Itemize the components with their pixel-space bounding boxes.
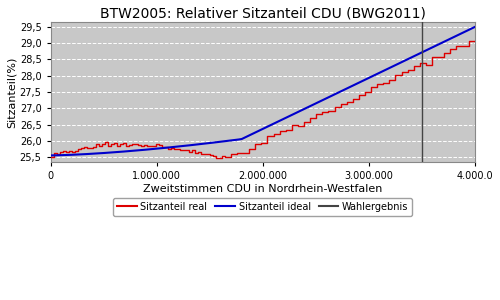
- X-axis label: Zweitstimmen CDU in Nordrhein-Westfalen: Zweitstimmen CDU in Nordrhein-Westfalen: [143, 184, 382, 194]
- Title: BTW2005: Relativer Sitzanteil CDU (BWG2011): BTW2005: Relativer Sitzanteil CDU (BWG20…: [100, 7, 425, 21]
- Legend: Sitzanteil real, Sitzanteil ideal, Wahlergebnis: Sitzanteil real, Sitzanteil ideal, Wahle…: [114, 198, 412, 216]
- Y-axis label: Sitzanteil(%): Sitzanteil(%): [7, 56, 17, 128]
